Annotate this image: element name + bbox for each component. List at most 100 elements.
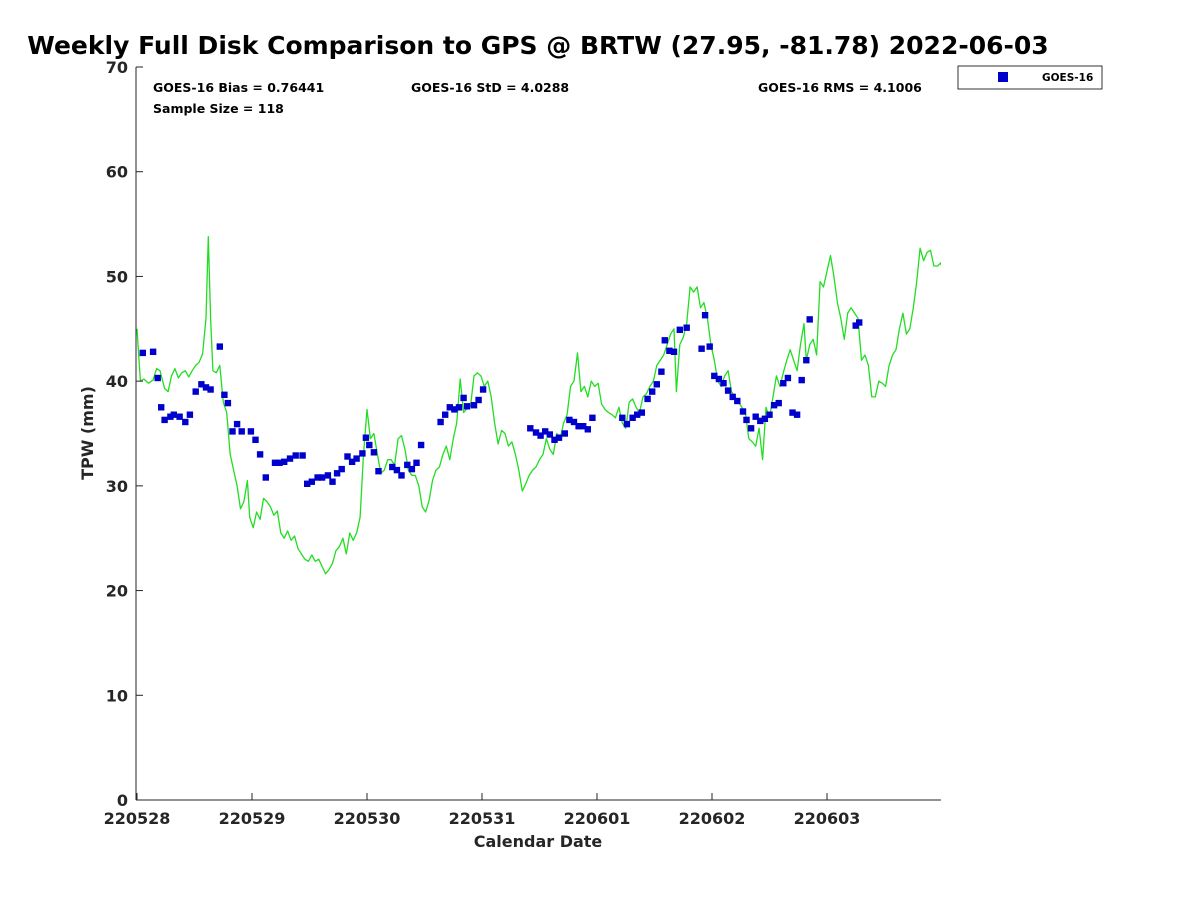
- goes16-data-point: [161, 416, 168, 424]
- goes16-data-point: [375, 468, 382, 475]
- goes16-data-point: [770, 402, 778, 409]
- goes16-data-point: [413, 459, 420, 466]
- stat-sample-size: Sample Size = 118: [153, 101, 284, 116]
- x-tick-label: 220602: [679, 809, 746, 828]
- goes16-data-point: [479, 386, 487, 393]
- legend-box: [957, 65, 1103, 90]
- goes16-data-point: [532, 429, 540, 436]
- goes16-data-point: [442, 411, 449, 418]
- chart-title: Weekly Full Disk Comparison to GPS @ BRT…: [27, 31, 1048, 60]
- goes16-data-point: [344, 453, 351, 460]
- y-tick-label: 70: [106, 58, 128, 77]
- y-tick-label: 30: [106, 477, 128, 496]
- stat-bias: GOES-16 Bias = 0.76441: [153, 80, 324, 95]
- y-tick-label: 20: [106, 582, 128, 601]
- x-tick-label: 220529: [219, 809, 286, 828]
- goes16-data-point: [408, 465, 416, 473]
- goes16-data-point: [676, 326, 683, 333]
- goes16-data-point: [359, 450, 366, 457]
- goes16-data-point: [139, 349, 146, 357]
- x-tick-label: 220603: [794, 809, 861, 828]
- goes16-data-point: [186, 411, 194, 418]
- goes16-data-point: [446, 404, 453, 411]
- goes16-data-point: [546, 431, 553, 438]
- gps-series-line: [136, 235, 941, 575]
- goes16-data-point: [629, 414, 636, 421]
- goes16-data-point: [852, 322, 859, 329]
- goes16-data-point: [743, 416, 750, 424]
- y-tick-label: 40: [106, 372, 128, 391]
- goes16-data-point: [470, 402, 478, 409]
- goes16-data-point: [202, 384, 210, 391]
- goes16-data-point: [644, 395, 651, 403]
- goes16-data-point: [575, 423, 582, 430]
- goes16-data-point: [698, 345, 705, 352]
- goes16-data-point: [370, 449, 378, 456]
- goes16-data-point: [634, 411, 641, 418]
- goes16-data-point: [619, 414, 626, 421]
- goes16-data-point: [182, 418, 189, 426]
- goes16-data-point: [398, 472, 405, 479]
- goes16-data-point: [318, 474, 326, 481]
- goes16-data-point: [542, 428, 549, 435]
- goes16-data-point: [292, 452, 299, 459]
- goes16-data-point: [366, 441, 373, 449]
- goes16-data-point: [555, 434, 563, 441]
- goes16-data-point: [224, 399, 232, 407]
- goes16-data-point: [308, 478, 315, 485]
- goes16-data-point: [752, 413, 759, 420]
- goes16-data-point: [256, 451, 264, 458]
- goes16-data-point: [167, 413, 174, 420]
- goes16-data-point: [806, 316, 813, 323]
- goes16-data-point: [393, 466, 401, 474]
- goes16-data-point: [775, 399, 782, 407]
- goes16-data-point: [417, 441, 425, 449]
- goes16-data-point: [658, 368, 665, 375]
- goes16-data-point: [198, 381, 205, 388]
- goes16-data-point: [338, 465, 345, 473]
- x-tick-label: 220530: [334, 809, 401, 828]
- goes16-data-point: [803, 357, 810, 364]
- goes16-data-point: [527, 425, 534, 432]
- goes16-data-point: [404, 461, 411, 469]
- goes16-data-point: [362, 434, 370, 441]
- goes16-data-point: [734, 397, 741, 405]
- goes16-data-point: [158, 404, 165, 411]
- goes16-data-point: [551, 436, 558, 443]
- goes16-data-point: [276, 459, 283, 466]
- goes16-data-point: [389, 463, 396, 471]
- goes16-data-point: [720, 380, 727, 387]
- goes16-data-point: [348, 458, 356, 465]
- goes16-data-point: [252, 436, 259, 443]
- goes16-data-point: [221, 391, 228, 398]
- goes16-data-point: [149, 348, 157, 355]
- goes16-data-point: [623, 420, 631, 428]
- goes16-data-point: [747, 425, 755, 432]
- x-tick-label: 220531: [449, 809, 516, 828]
- goes16-data-point: [793, 411, 801, 418]
- goes16-data-point: [566, 416, 573, 424]
- goes16-data-point: [784, 374, 792, 382]
- legend: GOES-16: [957, 65, 1103, 90]
- stat-std: GOES-16 StD = 4.0288: [411, 80, 569, 95]
- goes16-data-point: [701, 312, 709, 319]
- y-tick-label: 0: [117, 791, 128, 810]
- x-tick-label: 220601: [564, 809, 631, 828]
- goes16-data-point: [286, 455, 294, 462]
- goes16-data-point: [451, 406, 458, 413]
- goes16-data-point: [666, 347, 673, 354]
- goes16-data-point: [739, 408, 747, 415]
- stat-rms: GOES-16 RMS = 4.1006: [758, 80, 922, 95]
- goes16-data-point: [789, 409, 796, 416]
- goes16-data-point: [638, 409, 645, 416]
- goes16-data-point: [537, 432, 544, 439]
- goes16-data-point: [170, 411, 177, 418]
- y-tick-label: 50: [106, 267, 128, 286]
- x-tick-label: 220528: [104, 809, 171, 828]
- goes16-data-point: [463, 403, 471, 410]
- goes16-data-point: [314, 474, 321, 481]
- goes16-data-point: [683, 324, 690, 331]
- y-axis-label: TPW (mm): [78, 386, 97, 480]
- y-tick-label: 60: [106, 163, 128, 182]
- goes16-data-point: [570, 418, 578, 426]
